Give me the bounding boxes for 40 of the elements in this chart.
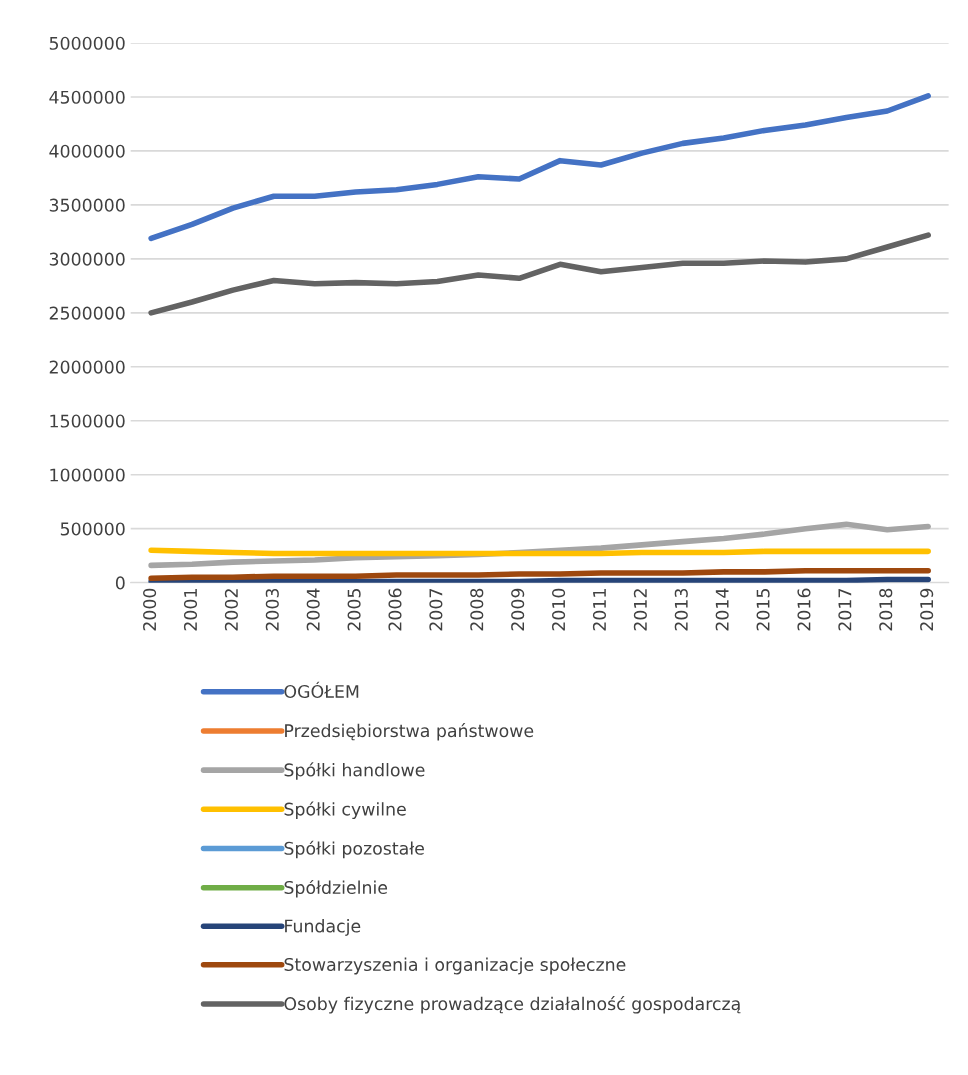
legend-label: Spółki cywilne — [284, 801, 406, 820]
x-tick-label: 2017 — [838, 589, 852, 631]
y-tick-label: 500000 — [60, 522, 125, 536]
x-tick-label: 2012 — [633, 589, 647, 631]
legend-label: Spółki pozostałe — [284, 840, 424, 859]
legend-label: Stowarzyszenia i organizacje społeczne — [284, 957, 626, 975]
x-tick-label: 2009 — [511, 588, 525, 631]
x-tick-label: 2000 — [143, 588, 157, 631]
y-tick-label: 2500000 — [49, 306, 125, 320]
legend-label: OGÓŁEM — [284, 681, 359, 699]
legend-label: Spółki handlowe — [284, 762, 425, 780]
x-tick-label: 2006 — [388, 588, 402, 631]
y-tick-label: 2000000 — [49, 360, 125, 374]
x-tick-label: 2002 — [224, 589, 238, 631]
y-tick-label: 5000000 — [49, 36, 125, 50]
legend-label: Osoby fizyczne prowadzące działalność gospodarczą — [284, 996, 741, 1014]
legend-label: Przedsiębiorstwa państwowe — [285, 723, 534, 741]
y-tick-label: 4500000 — [49, 90, 125, 104]
x-tick-label: 2019 — [920, 588, 934, 631]
x-tick-label: 2007 — [429, 589, 443, 631]
x-tick-label: 2003 — [265, 588, 279, 631]
legend-label: Spółdzielnie — [284, 879, 388, 898]
x-tick-label: 2004 — [306, 588, 320, 631]
x-tick-label: 2010 — [552, 588, 566, 631]
x-tick-label: 2018 — [879, 588, 893, 631]
x-tick-label: 2014 — [715, 588, 729, 631]
x-tick-label: 2015 — [756, 589, 770, 631]
x-tick-label: 2013 — [674, 588, 688, 631]
x-tick-label: 2011 — [592, 589, 607, 631]
y-tick-label: 0 — [115, 576, 125, 590]
x-tick-label: 2001 — [183, 589, 198, 631]
y-tick-label: 4000000 — [49, 144, 125, 158]
x-tick-label: 2005 — [347, 589, 361, 631]
y-tick-label: 1000000 — [50, 468, 125, 482]
y-tick-label: 1500000 — [50, 414, 125, 428]
x-tick-label: 2008 — [470, 588, 484, 631]
y-tick-label: 3500000 — [49, 198, 125, 212]
x-tick-label: 2016 — [797, 588, 811, 631]
legend-label: Fundacje — [285, 919, 361, 936]
y-tick-label: 3000000 — [49, 252, 125, 266]
